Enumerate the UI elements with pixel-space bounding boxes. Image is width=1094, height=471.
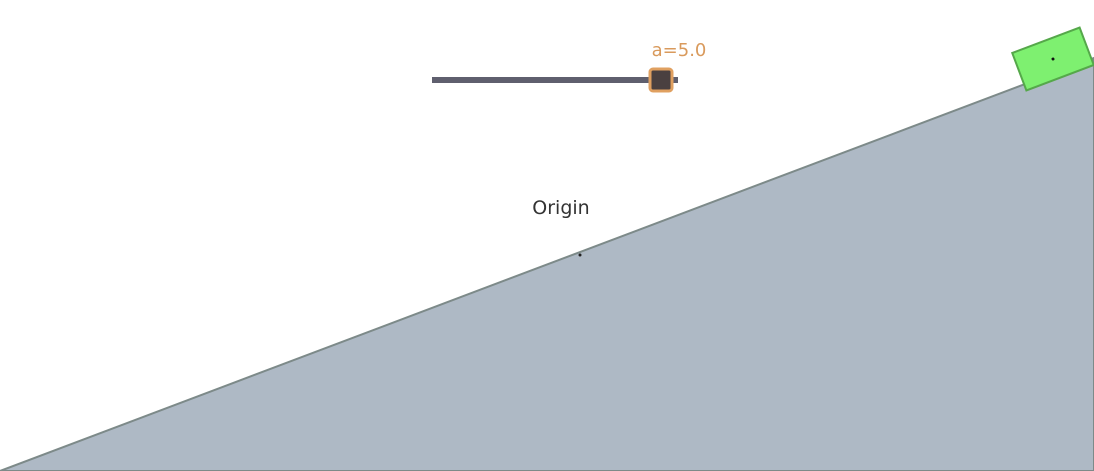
block-center-point[interactable] <box>1051 57 1055 61</box>
slider-handle[interactable] <box>648 67 674 93</box>
slider-a[interactable]: a=5.0 <box>432 40 707 93</box>
inclined-plane[interactable] <box>0 56 1094 471</box>
origin-point[interactable] <box>578 253 582 257</box>
slider-value-label: a=5.0 <box>652 40 707 61</box>
block[interactable] <box>1010 26 1094 92</box>
origin-label: Origin <box>532 197 589 219</box>
